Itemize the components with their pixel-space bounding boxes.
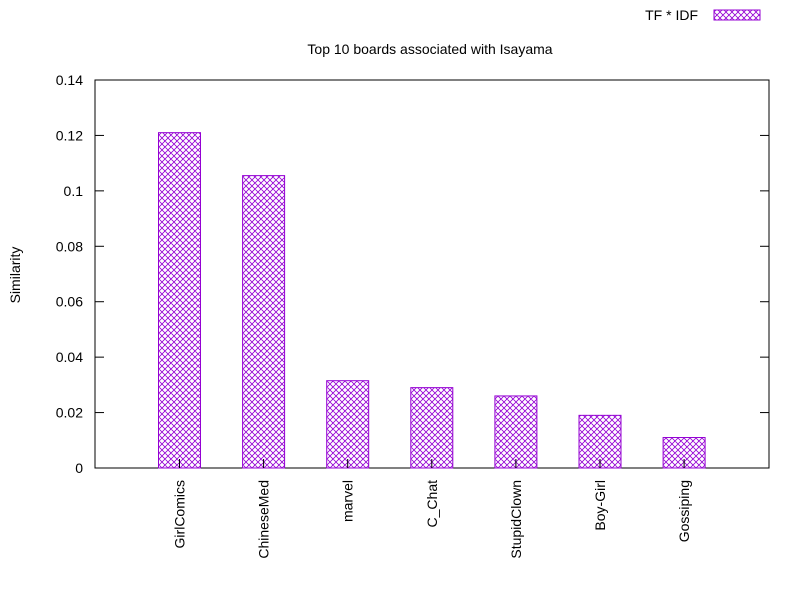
x-tick-label: marvel — [340, 480, 356, 522]
bars — [158, 132, 706, 469]
y-tick-label: 0 — [75, 460, 83, 476]
y-axis-label: Similarity — [7, 247, 23, 304]
legend-swatch — [713, 9, 761, 21]
y-axis-ticks: 0 0.02 0.04 0.06 0.08 0.1 0.12 0.14 — [56, 72, 769, 476]
x-tick-label: Gossiping — [676, 480, 692, 542]
y-tick-label: 0.14 — [56, 72, 83, 88]
chart-title: Top 10 boards associated with Isayama — [307, 41, 552, 57]
x-axis-tick-labels: GirlComics ChineseMed marvel C_Chat StupidCl… — [172, 480, 693, 559]
y-tick-label: 0.06 — [56, 294, 83, 310]
bar-gossiping — [662, 437, 706, 469]
legend: TF * IDF — [645, 7, 761, 23]
y-tick-label: 0.1 — [64, 183, 84, 199]
legend-label: TF * IDF — [645, 7, 698, 23]
bar-c_chat — [410, 387, 454, 469]
bar-chinesemed — [242, 175, 286, 469]
y-tick-label: 0.12 — [56, 127, 83, 143]
bar-girlcomics — [158, 132, 201, 469]
x-tick-label: Boy-Girl — [592, 480, 608, 531]
bar-marvel — [326, 380, 370, 469]
x-tick-label: ChineseMed — [256, 480, 272, 559]
y-tick-label: 0.02 — [56, 405, 83, 421]
y-tick-label: 0.04 — [56, 349, 83, 365]
x-tick-label: StupidClown — [508, 480, 524, 559]
x-tick-label: GirlComics — [172, 480, 188, 548]
bar-stupidclown — [494, 395, 538, 469]
y-tick-label: 0.08 — [56, 238, 83, 254]
x-tick-label: C_Chat — [424, 480, 440, 528]
